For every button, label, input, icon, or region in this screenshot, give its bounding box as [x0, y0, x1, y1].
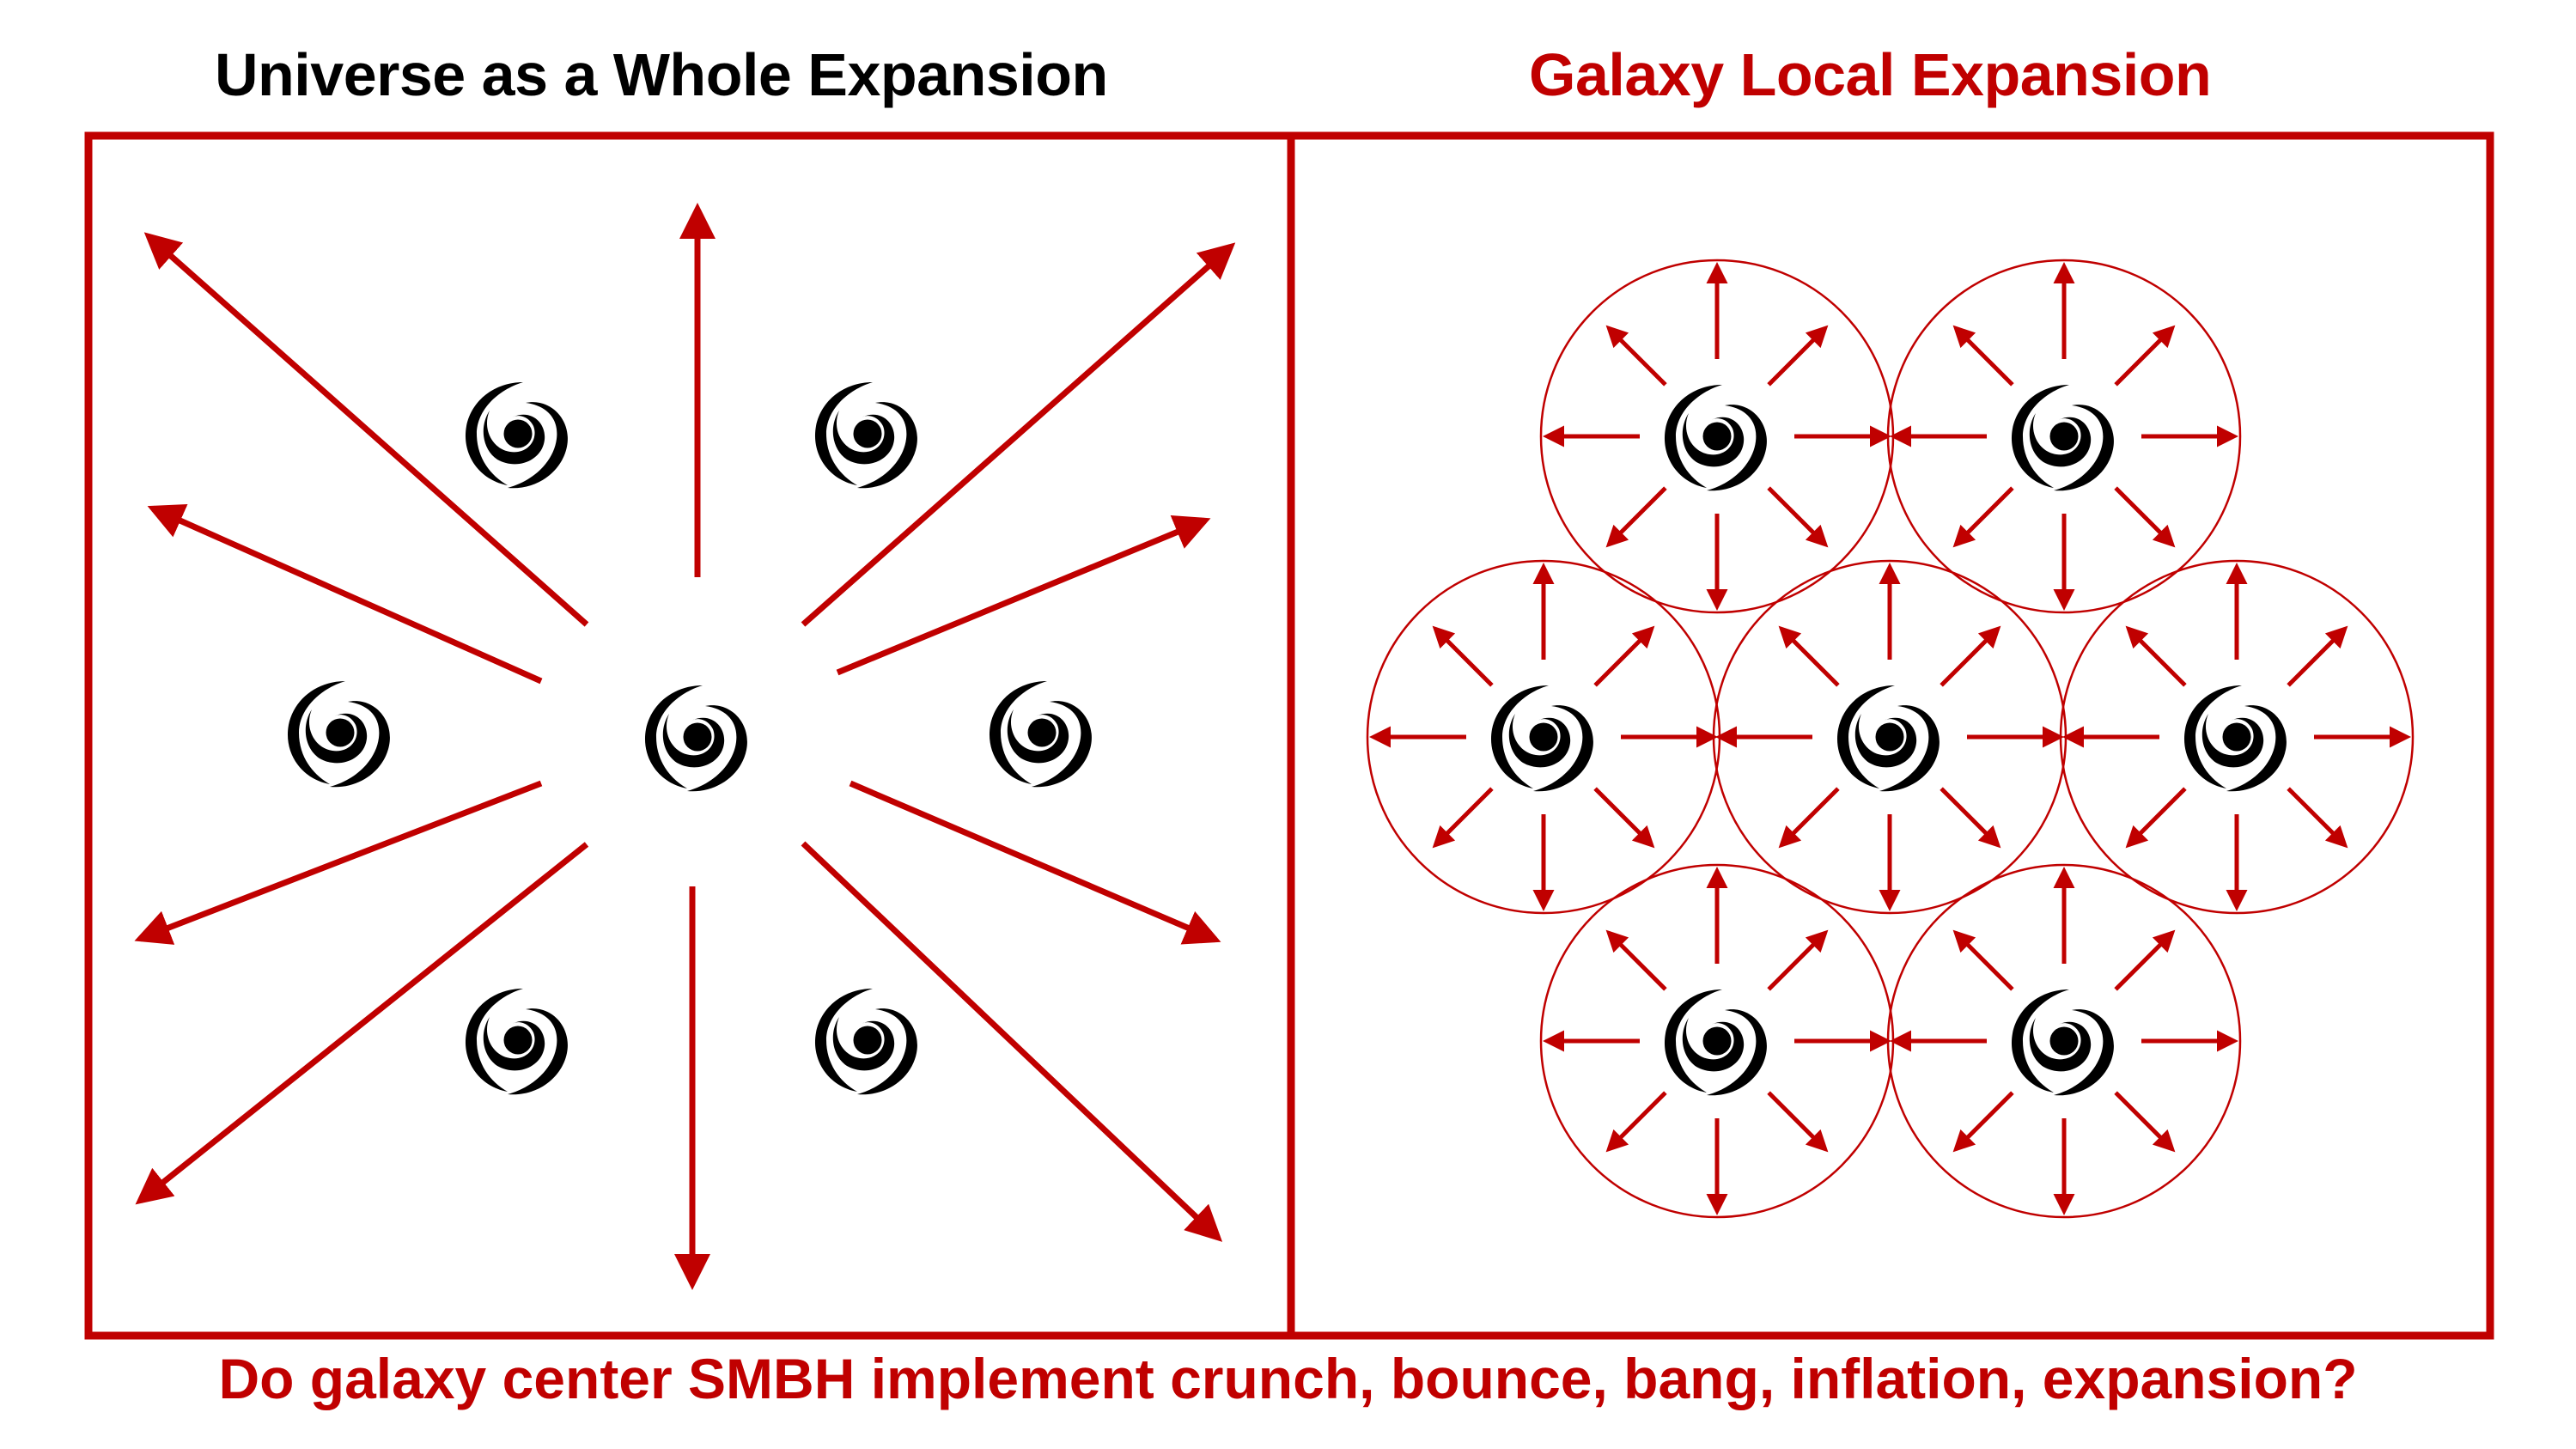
- right-panel-frame: [1287, 131, 2494, 1340]
- local-galaxy-icon: [2011, 989, 2114, 1096]
- local-arrow-6: [1605, 1091, 1667, 1153]
- local-arrow-8: [1952, 929, 2014, 991]
- local-expansion-regions: [1366, 259, 2415, 1219]
- expansion-arrow-3: [836, 514, 1211, 676]
- galaxy-local-expansion-title: Galaxy Local Expansion: [1529, 41, 2212, 108]
- local-arrow-6: [1605, 486, 1667, 548]
- galaxy-icon-4: [287, 681, 390, 788]
- local-region-3: [1366, 559, 1721, 915]
- local-arrow-4: [1940, 787, 2001, 849]
- local-region-1: [1539, 259, 1895, 614]
- local-arrow-8: [1605, 929, 1667, 991]
- local-galaxy-icon: [2183, 685, 2287, 792]
- local-galaxy-icon: [2011, 385, 2114, 491]
- local-region-boundary: [1886, 259, 2242, 614]
- local-arrow-6: [1432, 787, 1494, 849]
- local-arrow-8: [1605, 325, 1667, 387]
- local-arrow-4: [2114, 486, 2176, 548]
- local-arrow-8: [1952, 325, 2014, 387]
- local-arrow-4: [1767, 486, 1829, 548]
- galaxy-icon-6: [465, 989, 568, 1095]
- local-arrow-6: [1778, 787, 1840, 849]
- local-arrow-2: [2114, 325, 2176, 387]
- local-arrow-4: [1593, 787, 1655, 849]
- expansion-arrow-9: [147, 504, 543, 685]
- local-region-4: [1712, 559, 2067, 915]
- local-arrow-6: [1952, 486, 2014, 548]
- universe-expansion-arrows: [134, 203, 1236, 1290]
- universe-expansion-title: Universe as a Whole Expansion: [215, 41, 1108, 108]
- local-arrow-2: [1767, 325, 1829, 387]
- local-region-boundary: [1886, 863, 2242, 1219]
- local-arrow-6: [2125, 787, 2187, 849]
- local-region-7: [1886, 863, 2242, 1219]
- galaxy-icon-2: [465, 382, 568, 489]
- expansion-arrow-8: [134, 780, 543, 945]
- local-arrow-2: [1593, 625, 1655, 687]
- smbh-question-caption: Do galaxy center SMBH implement crunch, …: [218, 1347, 2358, 1410]
- expansion-arrow-2: [801, 242, 1236, 627]
- galaxy-icon-1: [644, 685, 747, 792]
- expansion-arrow-4: [849, 780, 1221, 945]
- local-arrow-8: [1778, 625, 1840, 687]
- galaxy-icon-7: [814, 989, 917, 1095]
- local-galaxy-icon: [1664, 385, 1767, 491]
- local-region-2: [1886, 259, 2242, 614]
- local-galaxy-icon: [1664, 989, 1767, 1096]
- local-region-5: [2059, 559, 2415, 915]
- local-region-6: [1539, 863, 1895, 1219]
- local-arrow-8: [2125, 625, 2187, 687]
- local-arrow-2: [2114, 929, 2176, 991]
- local-arrow-2: [2287, 625, 2348, 687]
- local-arrow-4: [2287, 787, 2348, 849]
- local-region-boundary: [2059, 559, 2415, 915]
- local-arrow-8: [1432, 625, 1494, 687]
- local-arrow-4: [2114, 1091, 2176, 1153]
- galaxy-icon-3: [814, 382, 917, 489]
- local-arrow-2: [1940, 625, 2001, 687]
- expansion-arrow-5: [801, 841, 1223, 1242]
- local-arrow-6: [1952, 1091, 2014, 1153]
- expansion-arrow-7: [135, 842, 589, 1205]
- local-arrow-4: [1767, 1091, 1829, 1153]
- expansion-arrow-10: [143, 232, 589, 627]
- local-galaxy-icon: [1490, 685, 1593, 792]
- local-arrow-2: [1767, 929, 1829, 991]
- galaxy-icon-5: [989, 681, 1092, 788]
- local-galaxy-icon: [1836, 685, 1940, 792]
